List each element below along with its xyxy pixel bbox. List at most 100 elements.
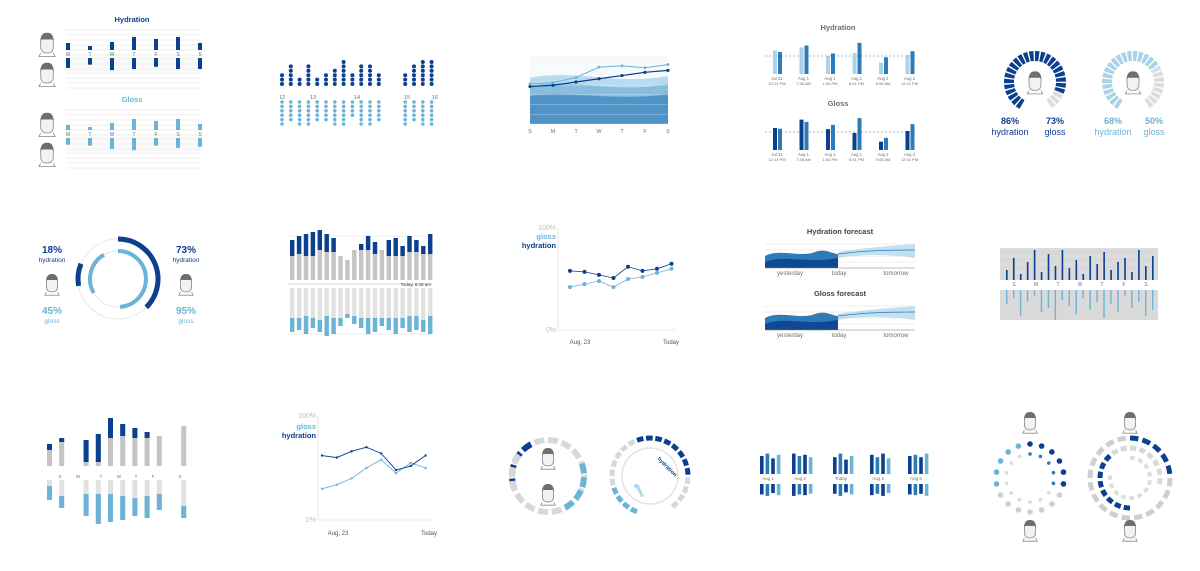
bar <box>296 288 302 330</box>
x-tick: T <box>100 474 103 479</box>
face-icon <box>1122 519 1138 542</box>
point <box>412 73 416 78</box>
spike-bar <box>1033 290 1036 296</box>
arc-segment <box>1152 458 1160 467</box>
point <box>333 109 337 113</box>
bar <box>198 138 202 147</box>
point <box>421 122 425 126</box>
dot-segment <box>1038 507 1045 513</box>
bar <box>421 246 426 280</box>
point <box>320 487 324 490</box>
arc-segment <box>1147 471 1152 477</box>
point <box>377 117 381 122</box>
point <box>626 277 630 281</box>
value-label: 73% <box>176 245 196 256</box>
bar <box>324 234 329 252</box>
spike-bar <box>1026 262 1029 280</box>
arc-segment <box>547 436 559 445</box>
point <box>315 82 320 86</box>
point <box>333 100 337 104</box>
point <box>332 77 337 82</box>
x-tick: F <box>1122 282 1125 288</box>
series-line <box>569 263 672 279</box>
spike-bar <box>1124 290 1126 296</box>
point <box>280 122 284 126</box>
arc-segment <box>1160 453 1169 463</box>
point <box>341 100 346 104</box>
point <box>324 77 328 82</box>
arc-segment <box>1152 86 1164 94</box>
bar <box>59 438 65 466</box>
point <box>306 117 311 122</box>
arc-segment <box>1155 499 1165 510</box>
bar <box>884 137 888 150</box>
dot-segment <box>1005 449 1011 455</box>
x-tick: W <box>117 474 122 479</box>
point <box>289 113 293 117</box>
point <box>394 468 398 472</box>
point <box>403 77 408 82</box>
bar <box>400 246 405 256</box>
point <box>368 104 372 109</box>
series-line <box>321 459 426 490</box>
x-tick: 12 <box>279 95 285 101</box>
x-tick: F <box>152 474 155 479</box>
arc-segment <box>684 477 691 485</box>
bar <box>108 418 113 438</box>
point <box>288 68 293 73</box>
bar <box>144 432 150 466</box>
bar <box>198 43 202 50</box>
point <box>350 82 355 86</box>
dot-segment <box>1015 507 1022 513</box>
chart-1: Hydration M T W T F S S Gloss M T W T F S S <box>38 15 202 169</box>
point <box>376 82 381 86</box>
point <box>403 82 408 86</box>
bar <box>372 242 378 280</box>
point <box>332 68 337 73</box>
bar <box>919 484 923 494</box>
bar <box>905 55 910 74</box>
bar <box>317 230 322 250</box>
x-label: today <box>832 271 847 277</box>
point <box>324 73 328 78</box>
face-neck <box>178 291 194 296</box>
point <box>341 113 346 117</box>
x-tick: Aug 1 <box>825 76 837 81</box>
x-tick: Aug 2 <box>878 152 890 157</box>
bar <box>296 236 302 280</box>
bar <box>372 242 378 254</box>
point <box>412 113 416 117</box>
bar <box>386 288 391 330</box>
bar <box>838 484 843 496</box>
bar <box>919 457 923 474</box>
spike-bar <box>1006 270 1008 280</box>
point <box>412 77 416 82</box>
point <box>341 117 346 122</box>
x-tick: Aug 1 <box>798 76 810 81</box>
arc-segment <box>1091 493 1100 503</box>
bar <box>95 434 101 462</box>
bar <box>198 124 202 130</box>
arc-segment <box>1152 71 1164 78</box>
x-tick: T <box>135 474 138 479</box>
point <box>620 73 624 78</box>
point <box>315 109 320 113</box>
point <box>368 122 372 126</box>
bar <box>303 234 309 280</box>
metric-label: gloss <box>178 318 194 325</box>
point <box>528 84 532 89</box>
arc-segment <box>1120 51 1128 63</box>
face-hair <box>542 447 554 456</box>
point <box>333 113 337 117</box>
bar <box>879 141 883 150</box>
ring-value: 73% <box>1046 116 1064 126</box>
x-tick: Aug 2 <box>794 476 806 481</box>
bar <box>881 453 885 474</box>
point <box>350 113 355 117</box>
dot-segment <box>1049 501 1055 507</box>
dot-segment <box>1051 481 1056 486</box>
bar <box>771 458 775 474</box>
bar <box>386 240 391 256</box>
bar <box>352 288 357 324</box>
arc-segment <box>88 253 106 294</box>
